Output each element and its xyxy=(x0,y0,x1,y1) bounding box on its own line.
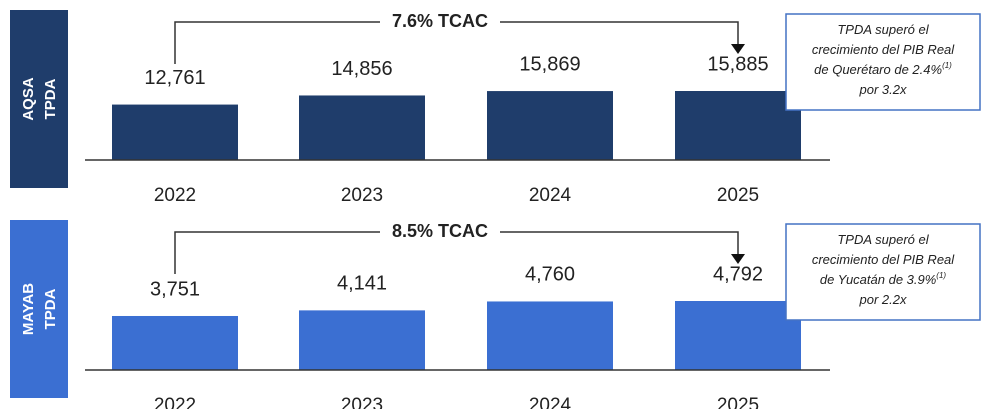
value-label: 3,751 xyxy=(150,278,200,300)
bar xyxy=(487,91,613,160)
x-tick-label: 2023 xyxy=(341,185,383,206)
x-tick-label: 2024 xyxy=(529,395,572,409)
note-line: crecimiento del PIB Real xyxy=(812,42,955,57)
side-label: TPDA xyxy=(42,78,59,119)
note-text: por 2.2x xyxy=(859,292,907,307)
bar xyxy=(675,301,801,370)
x-tick-label: 2022 xyxy=(154,185,196,206)
cagr-arrow xyxy=(731,254,745,264)
value-label: 4,760 xyxy=(525,264,575,286)
footnote-ref: (1) xyxy=(942,61,952,70)
bar xyxy=(112,315,238,370)
value-label: 4,141 xyxy=(337,273,387,295)
note-text: TPDA superó el xyxy=(837,22,929,37)
annotation-bg xyxy=(380,220,500,244)
x-tick-label: 2022 xyxy=(154,395,196,409)
note-text: crecimiento del PIB Real xyxy=(812,42,955,57)
bar xyxy=(675,91,801,160)
note-box xyxy=(785,223,981,321)
value-label: 15,869 xyxy=(519,53,580,75)
note-text: por 3.2x xyxy=(859,82,907,97)
side-label: MAYAB xyxy=(20,283,37,335)
note-box xyxy=(785,13,981,111)
note-line: de Yucatán de 3.9% xyxy=(820,272,936,287)
bar xyxy=(299,310,425,370)
annotation: 8.5% TCAC xyxy=(392,221,488,241)
annotation-bg xyxy=(380,10,500,34)
note-line: por 3.2x xyxy=(859,82,907,97)
note-text: de Yucatán de 3.9%(1) xyxy=(820,271,946,287)
value-label: 12,761 xyxy=(144,67,205,89)
x-tick-label: 2025 xyxy=(717,185,759,206)
cagr-arrow xyxy=(731,44,745,54)
value-label: 15,885 xyxy=(707,53,768,75)
annotation: 7.6% TCAC xyxy=(392,11,488,31)
side-label-box xyxy=(10,220,68,398)
footnote-ref: (1) xyxy=(936,271,946,280)
bar xyxy=(299,95,425,160)
side-label: AQSA xyxy=(20,77,37,121)
note-line: de Querétaro de 2.4% xyxy=(814,62,942,77)
note-text: de Querétaro de 2.4%(1) xyxy=(814,61,952,77)
side-label-box xyxy=(10,10,68,188)
x-tick-label: 2023 xyxy=(341,395,383,409)
note-line: crecimiento del PIB Real xyxy=(812,252,955,267)
value-label: 4,792 xyxy=(713,263,763,285)
note-line: TPDA superó el xyxy=(837,22,929,37)
x-tick-label: 2025 xyxy=(717,395,759,409)
x-tick-label: 2024 xyxy=(529,185,572,206)
side-label: TPDA xyxy=(42,288,59,329)
note-line: por 2.2x xyxy=(859,292,907,307)
bar xyxy=(487,301,613,370)
value-label: 14,856 xyxy=(331,58,392,80)
note-line: TPDA superó el xyxy=(837,232,929,247)
note-text: TPDA superó el xyxy=(837,232,929,247)
note-text: crecimiento del PIB Real xyxy=(812,252,955,267)
bar xyxy=(112,104,238,160)
